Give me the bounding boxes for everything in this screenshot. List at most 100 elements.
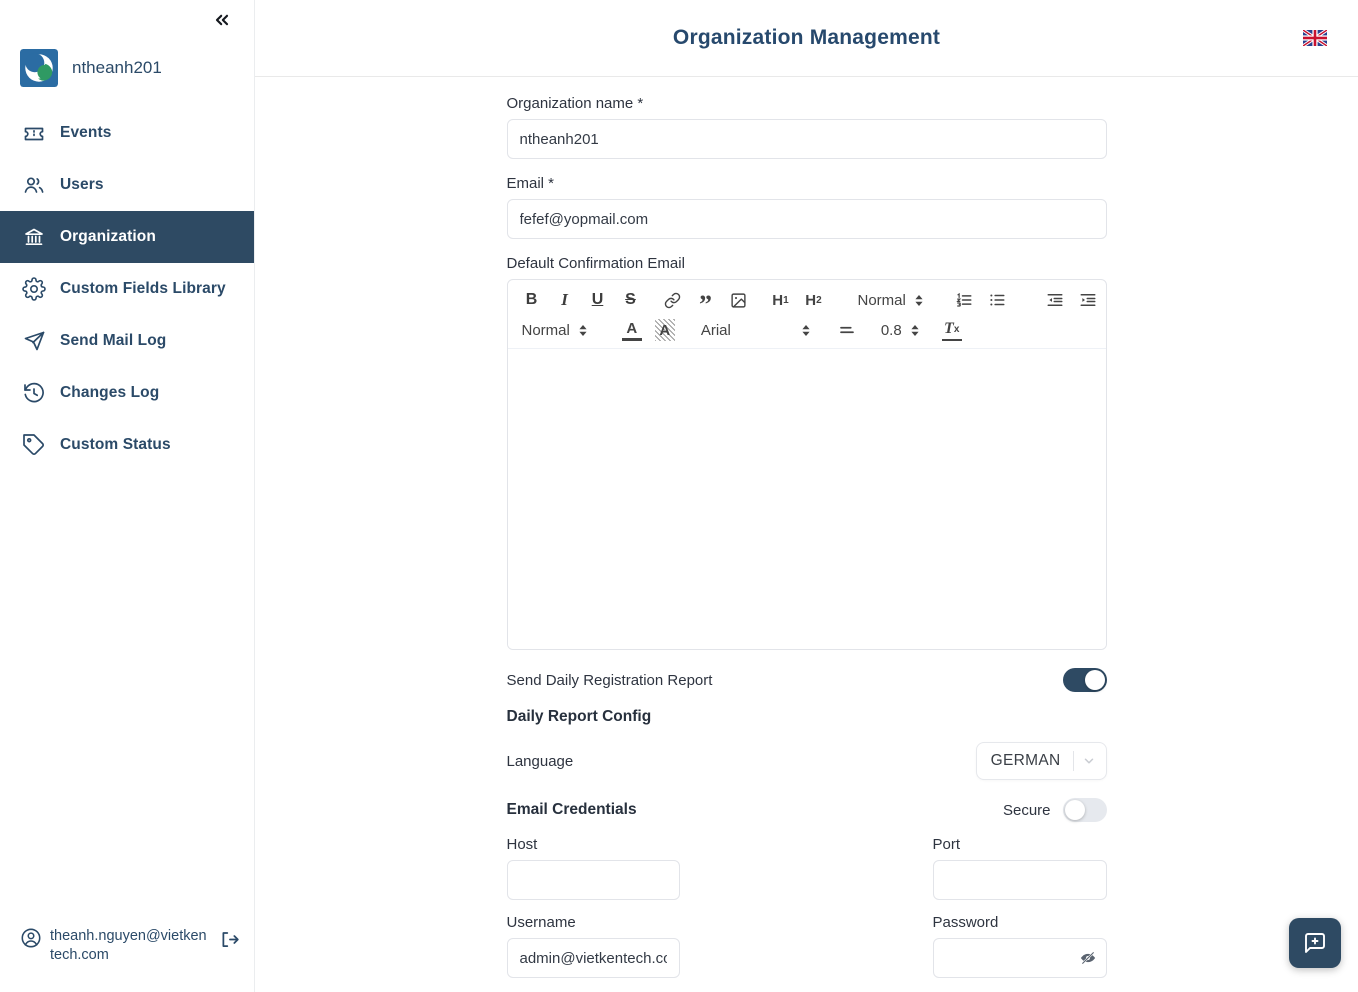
page-content: Organization name * Email * Default Conf… — [255, 77, 1358, 992]
email-label: Email * — [506, 175, 555, 192]
password-input[interactable] — [932, 938, 1107, 978]
sidebar-item-users[interactable]: Users — [0, 159, 254, 211]
sidebar-item-label: Changes Log — [60, 384, 160, 401]
send-daily-report-toggle[interactable] — [1062, 668, 1107, 692]
header-format-select[interactable]: Normal — [858, 292, 924, 309]
ordered-list-icon — [956, 292, 972, 307]
sidebar-item-custom-status[interactable]: Custom Status — [0, 419, 254, 471]
language-flag-button[interactable] — [1302, 28, 1328, 48]
confirmation-email-field: Default Confirmation Email B I U S — [506, 255, 1107, 650]
toggle-password-visibility-button[interactable] — [1079, 949, 1097, 967]
bullet-list-button[interactable] — [987, 289, 1007, 311]
send-daily-report-row: Send Daily Registration Report — [507, 668, 1107, 692]
size-format-value: Normal — [521, 321, 570, 339]
indent-icon — [1080, 294, 1096, 306]
host-port-row: Host Port — [506, 836, 1107, 900]
ticket-icon — [24, 127, 44, 141]
send-daily-report-label: Send Daily Registration Report — [506, 671, 713, 689]
chevron-down-icon — [1084, 758, 1093, 764]
org-name-label: ntheanh201 — [72, 58, 162, 77]
users-icon — [24, 177, 44, 193]
host-input[interactable] — [506, 860, 680, 900]
eye-slash-icon — [1080, 951, 1095, 965]
sidebar-item-label: Users — [60, 176, 104, 193]
indent-button[interactable] — [1078, 289, 1098, 311]
username-label: Username — [506, 914, 576, 931]
align-icon — [840, 326, 854, 334]
line-height-select[interactable]: 0.8 — [881, 322, 920, 339]
daily-report-config-heading: Daily Report Config — [506, 708, 652, 725]
history-icon — [24, 382, 44, 403]
text-color-button[interactable]: A — [621, 319, 642, 341]
email-credentials-heading: Email Credentials — [506, 801, 637, 818]
line-height-value: 0.8 — [880, 321, 902, 339]
username-password-row: Username Password — [506, 914, 1107, 978]
email-input[interactable] — [506, 199, 1107, 239]
sidebar-item-label: Organization — [60, 228, 156, 245]
confirmation-email-label: Default Confirmation Email — [506, 255, 685, 272]
email-credentials-row: Email Credentials Secure — [507, 798, 1107, 822]
size-format-select[interactable]: Normal — [522, 322, 588, 339]
bold-button[interactable]: B — [525, 291, 538, 308]
host-label: Host — [506, 836, 538, 853]
sidebar-item-label: Events — [60, 124, 112, 141]
org-name-label: Organization name * — [506, 95, 644, 112]
logout-button[interactable] — [219, 929, 240, 955]
port-input[interactable] — [932, 860, 1107, 900]
send-icon — [24, 331, 45, 351]
bank-icon — [25, 228, 43, 246]
bullet-list-icon — [990, 294, 1005, 306]
outdent-button[interactable] — [1045, 289, 1065, 311]
page-header: Organization Management — [255, 0, 1358, 77]
sidebar-item-label: Custom Status — [60, 436, 171, 453]
toggle-knob — [1084, 670, 1105, 690]
org-logo-row: ntheanh201 — [0, 35, 254, 97]
message-plus-icon — [1305, 933, 1325, 953]
sidebar-item-custom-fields-library[interactable]: Custom Fields Library — [0, 263, 254, 315]
collapse-sidebar-button[interactable] — [212, 10, 232, 35]
strikethrough-button[interactable]: S — [625, 291, 636, 308]
logout-icon — [222, 931, 239, 947]
chevrons-left-icon — [215, 14, 229, 26]
language-select[interactable]: GERMAN — [975, 742, 1107, 780]
underline-button[interactable]: U — [591, 291, 604, 308]
org-logo-icon — [20, 49, 58, 87]
sidebar-item-send-mail-log[interactable]: Send Mail Log — [0, 315, 254, 367]
feedback-chat-button[interactable] — [1289, 918, 1341, 968]
italic-button[interactable]: I — [561, 290, 568, 309]
secure-toggle[interactable] — [1062, 798, 1107, 822]
organization-form: Organization name * Email * Default Conf… — [506, 77, 1107, 992]
ordered-list-button[interactable] — [954, 289, 974, 311]
link-icon — [664, 292, 681, 308]
font-family-select[interactable]: Arial — [701, 322, 811, 339]
sidebar-item-events[interactable]: Events — [0, 107, 254, 159]
port-label: Port — [932, 836, 961, 853]
secure-label: Secure — [1002, 801, 1051, 819]
username-field: Username — [506, 914, 680, 978]
align-button[interactable] — [837, 319, 857, 341]
background-color-button[interactable]: A — [654, 319, 675, 341]
blockquote-button[interactable]: ” — [699, 290, 712, 319]
font-family-value: Arial — [700, 321, 731, 339]
language-label: Language — [506, 752, 574, 770]
main-area: Organization Management Organization nam… — [255, 0, 1358, 992]
sidebar-user-row: theanh.nguyen@vietkentech.com — [0, 927, 254, 992]
sidebar-item-label: Send Mail Log — [60, 332, 167, 349]
insert-image-button[interactable] — [729, 289, 749, 311]
sidebar-item-label: Custom Fields Library — [60, 280, 226, 297]
user-avatar-icon — [21, 928, 41, 948]
editor-content-area[interactable] — [507, 349, 1106, 649]
updown-icon — [579, 324, 587, 336]
sidebar-item-changes-log[interactable]: Changes Log — [0, 367, 254, 419]
password-field: Password — [932, 914, 1107, 978]
sidebar-item-organization[interactable]: Organization — [0, 211, 254, 263]
user-email-label: theanh.nguyen@vietkentech.com — [50, 927, 207, 964]
host-field: Host — [506, 836, 680, 900]
username-input[interactable] — [506, 938, 680, 978]
org-name-input[interactable] — [506, 119, 1107, 159]
link-button[interactable] — [663, 289, 683, 311]
